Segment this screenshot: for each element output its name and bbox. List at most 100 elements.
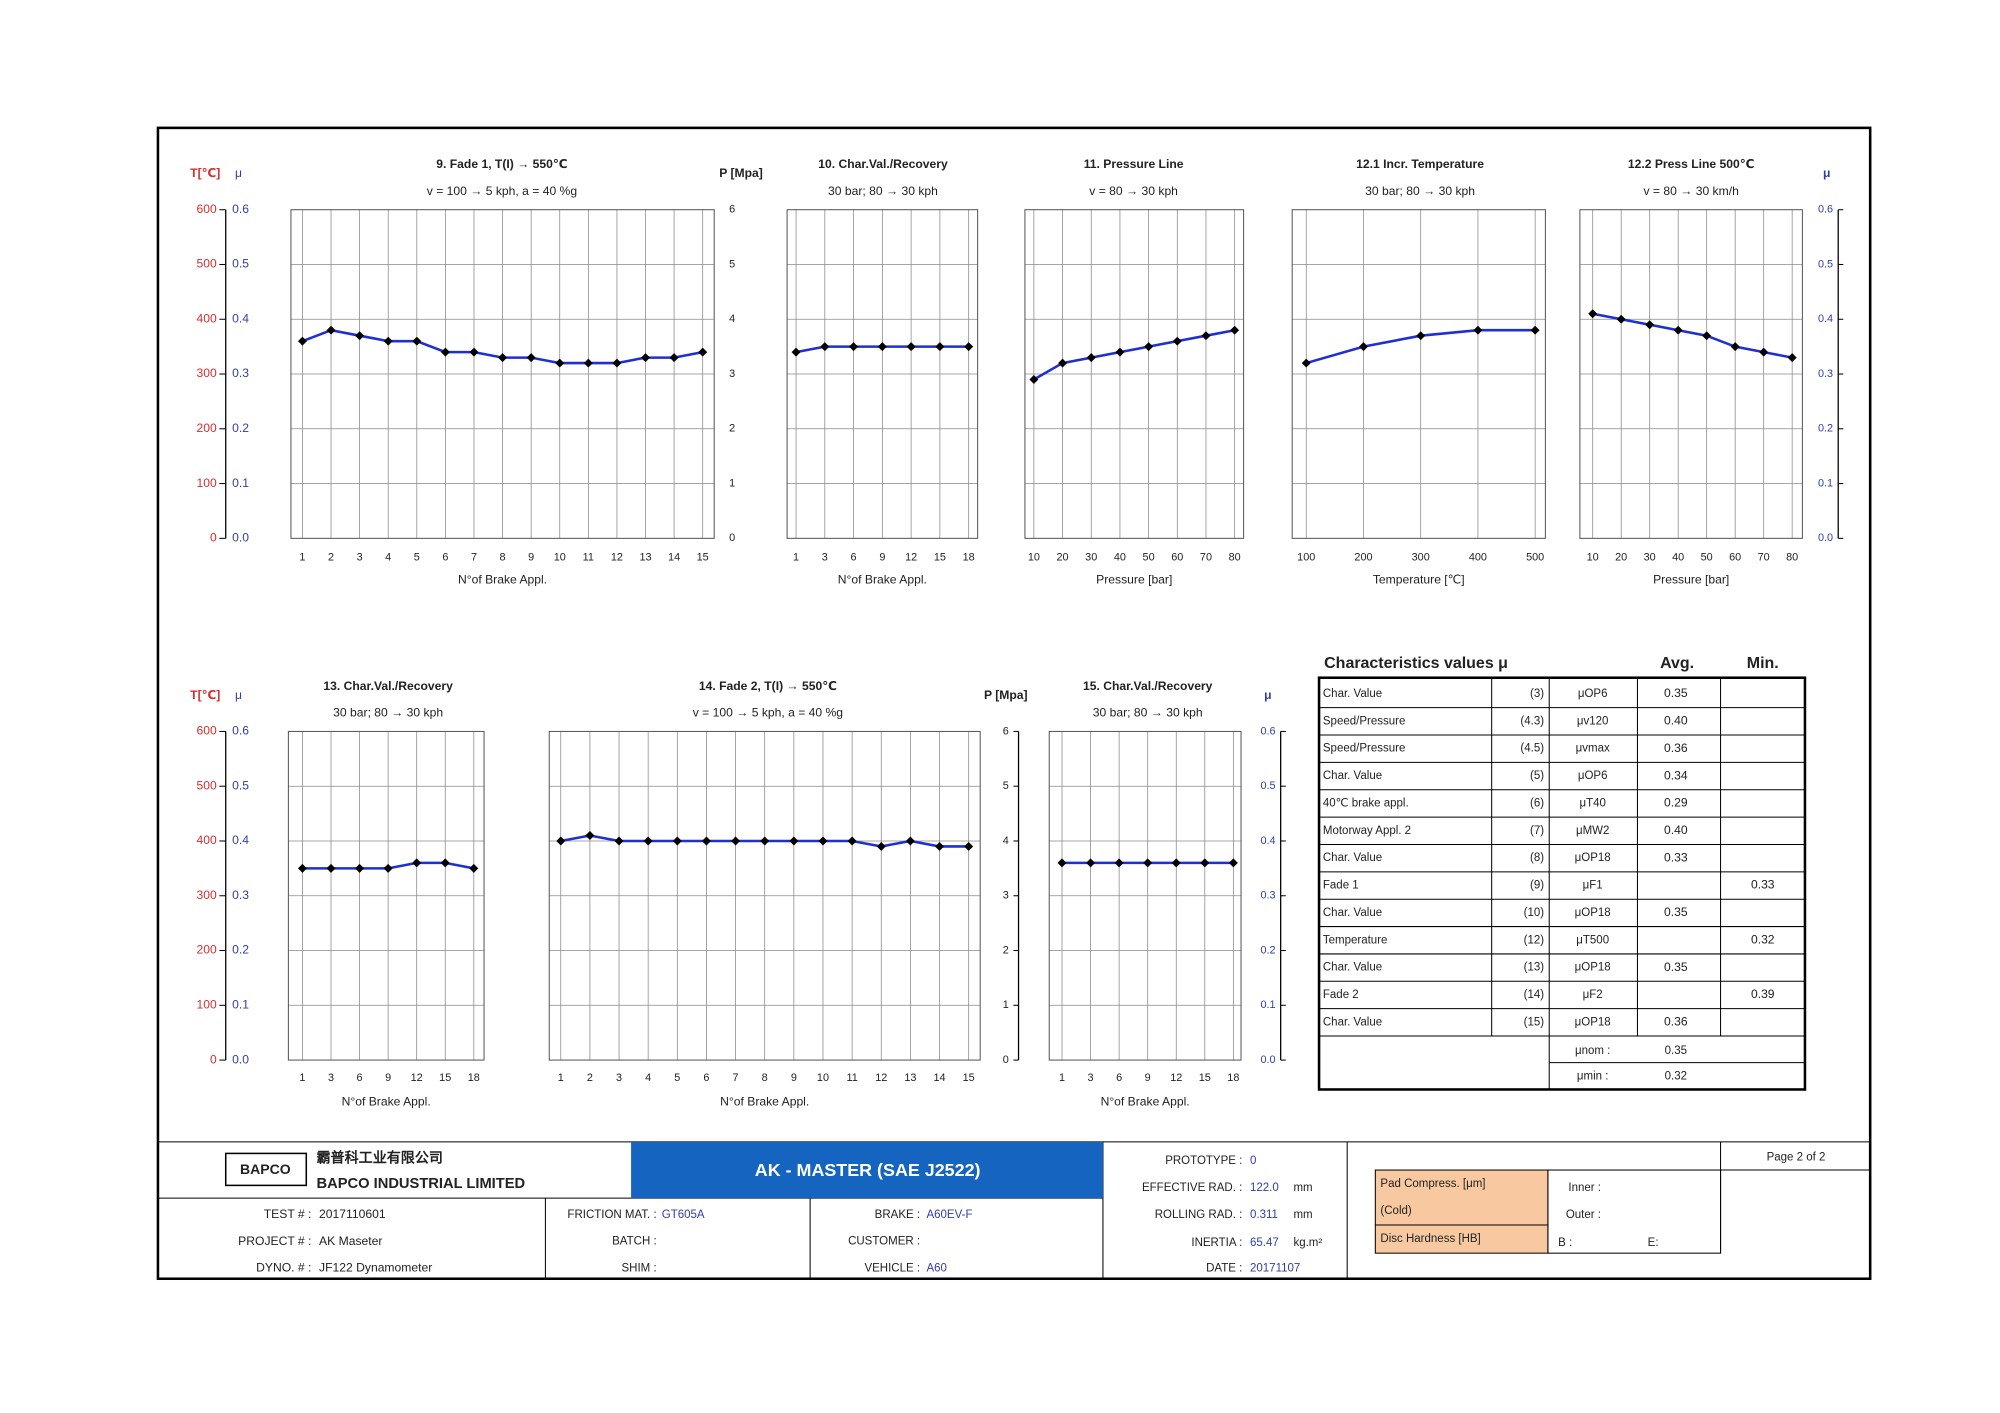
- x-tick-label: 7: [733, 1072, 739, 1084]
- axis-title: T[℃]: [190, 166, 220, 180]
- x-tick-label: 80: [1786, 551, 1798, 563]
- x-tick-label: 80: [1229, 551, 1241, 563]
- mu-point: [1616, 314, 1626, 324]
- tick-label: 0.6: [232, 202, 249, 216]
- row-name: Char. Value: [1323, 688, 1382, 700]
- tick-label: 0.1: [1260, 999, 1275, 1011]
- field-label: PROTOTYPE :: [1165, 1155, 1242, 1167]
- mu-point: [877, 342, 887, 352]
- mu-point: [1645, 320, 1655, 330]
- table-header: Min.: [1747, 655, 1779, 672]
- row-avg: 0.40: [1664, 714, 1688, 728]
- tick-label: 600: [197, 202, 217, 216]
- tick-label: 0.4: [1818, 313, 1833, 325]
- x-tick-label: 18: [963, 551, 975, 563]
- mu-point: [1416, 331, 1426, 341]
- plot-frame: [1024, 209, 1245, 539]
- mu-point: [498, 353, 508, 363]
- x-tick-label: 15: [439, 1072, 451, 1084]
- tick-label: 3: [1003, 890, 1009, 902]
- panel-subtitle: 30 bar; 80 → 30 kph: [1093, 706, 1203, 720]
- row-name: 40℃ brake appl.: [1323, 797, 1409, 809]
- page-frame: [156, 126, 1872, 1281]
- tick-label: 0.5: [1818, 258, 1833, 270]
- row-avg: 0.33: [1664, 850, 1688, 864]
- tick-label: 6: [729, 204, 735, 216]
- row-symbol: μOP18: [1575, 1016, 1611, 1028]
- row-min: 0.32: [1751, 932, 1775, 946]
- mu-nom-label: μnom :: [1575, 1045, 1610, 1057]
- panel-title: 14. Fade 2, T(I) → 550℃: [699, 679, 837, 693]
- plot-frame: [290, 209, 715, 539]
- mu-point: [1143, 858, 1153, 868]
- tick-label: 1: [1003, 999, 1009, 1011]
- mu-point: [698, 347, 708, 357]
- x-tick-label: 9: [879, 551, 885, 563]
- row-avg: 0.36: [1664, 1015, 1688, 1029]
- x-tick-label: 18: [1227, 1072, 1239, 1084]
- tick-label: 500: [197, 257, 217, 271]
- mu-point: [555, 358, 565, 368]
- x-tick-label: 6: [1116, 1072, 1122, 1084]
- tick-label: 0.2: [1260, 944, 1275, 956]
- field-label: Outer :: [1566, 1209, 1601, 1221]
- page-number: Page 2 of 2: [1767, 1151, 1826, 1163]
- mu-point: [1114, 858, 1124, 868]
- x-tick-label: 13: [904, 1072, 916, 1084]
- tick-label: 300: [197, 888, 217, 902]
- plot-frame: [1048, 730, 1242, 1061]
- mu-trace: [1033, 328, 1235, 381]
- x-tick-label: 10: [1587, 551, 1599, 563]
- x-axis-label: Pressure [bar]: [1653, 573, 1729, 587]
- mu-point: [383, 336, 393, 346]
- mu-point: [355, 331, 365, 341]
- row-name: Speed/Pressure: [1323, 743, 1405, 755]
- field-value: 122.0: [1250, 1182, 1279, 1194]
- row-name: Char. Value: [1323, 962, 1382, 974]
- mu-point: [526, 353, 536, 363]
- tick-label: 0.1: [232, 998, 249, 1012]
- x-tick-label: 9: [528, 551, 534, 563]
- field-value: 0.311: [1250, 1209, 1278, 1221]
- panel-subtitle: 30 bar; 80 → 30 kph: [828, 184, 938, 198]
- panel-title: 10. Char.Val./Recovery: [818, 157, 948, 171]
- table-header: Avg.: [1660, 655, 1694, 672]
- mu-point: [612, 358, 622, 368]
- x-tick-label: 10: [817, 1072, 829, 1084]
- panel-title: 11. Pressure Line: [1084, 157, 1184, 171]
- row-symbol: μOP6: [1578, 770, 1608, 782]
- row-symbol: μOP18: [1575, 962, 1611, 974]
- tick-label: 0.6: [1260, 725, 1275, 737]
- tick-label: 0.2: [1818, 423, 1833, 435]
- mu-point: [1057, 858, 1067, 868]
- mu-trace: [1592, 312, 1793, 359]
- tick-label: 4: [1003, 835, 1009, 847]
- mu-point: [1029, 375, 1039, 384]
- mu-point: [1086, 353, 1096, 363]
- mu-point: [1702, 331, 1712, 341]
- mu-point: [1530, 325, 1540, 335]
- panel-title: 13. Char.Val./Recovery: [323, 679, 453, 693]
- mu-point: [1086, 858, 1096, 868]
- mu-point: [1359, 342, 1368, 352]
- field-label: Inner :: [1568, 1182, 1601, 1194]
- axis-title: μ: [235, 166, 242, 180]
- tick-label: 0.3: [232, 888, 249, 902]
- company-en: BAPCO INDUSTRIAL LIMITED: [317, 1176, 526, 1192]
- x-tick-label: 60: [1171, 551, 1183, 563]
- row-symbol: μv120: [1577, 715, 1609, 727]
- x-axis-label: N°of Brake Appl.: [720, 1094, 809, 1108]
- mu-point: [964, 342, 974, 352]
- row-symbol: μF2: [1583, 989, 1603, 1001]
- x-tick-label: 3: [616, 1072, 622, 1084]
- mu-point: [905, 836, 915, 846]
- x-tick-label: 4: [645, 1072, 651, 1084]
- mu-point: [1172, 336, 1182, 346]
- row-name: Motorway Appl. 2: [1323, 825, 1411, 837]
- mu-point: [297, 336, 307, 346]
- mu-point: [1200, 858, 1210, 868]
- row-min: 0.39: [1751, 987, 1775, 1001]
- x-tick-label: 12: [611, 551, 623, 563]
- x-axis-label: N°of Brake Appl.: [838, 573, 927, 587]
- axis-title: T[℃]: [190, 688, 220, 702]
